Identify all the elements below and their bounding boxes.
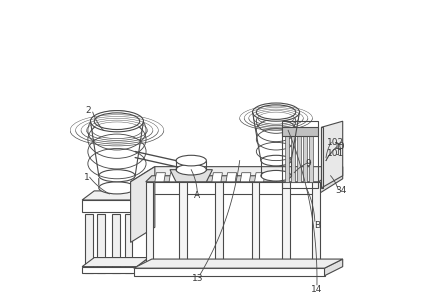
Ellipse shape [99,182,135,194]
Polygon shape [198,173,208,182]
Bar [297,127,301,182]
Polygon shape [240,173,251,182]
Text: 13: 13 [191,274,203,283]
Polygon shape [82,200,136,212]
Ellipse shape [176,164,206,175]
Ellipse shape [99,170,135,182]
Polygon shape [169,173,180,182]
Text: 10: 10 [334,142,346,152]
Bar [85,214,93,273]
Text: 1: 1 [84,173,89,182]
Polygon shape [212,173,222,182]
Polygon shape [136,191,149,212]
Bar [282,127,319,136]
Polygon shape [215,182,223,273]
Bar [309,127,313,182]
Polygon shape [325,259,343,276]
Text: 34: 34 [335,186,347,195]
Polygon shape [146,176,282,182]
Ellipse shape [176,155,206,166]
Polygon shape [183,173,194,182]
Ellipse shape [253,103,299,121]
Ellipse shape [261,155,291,166]
Bar [322,127,323,188]
Bar [124,214,132,273]
Polygon shape [134,259,343,268]
Polygon shape [226,173,237,182]
Polygon shape [82,258,149,267]
Polygon shape [312,182,320,273]
Bar [322,144,334,152]
Polygon shape [252,182,259,273]
Polygon shape [82,267,136,273]
Polygon shape [155,173,165,182]
Bar [282,121,319,188]
Polygon shape [255,173,265,182]
Bar [97,214,105,273]
Polygon shape [131,167,155,242]
Ellipse shape [90,111,144,132]
Polygon shape [179,182,187,273]
Bar [322,132,334,139]
Bar [291,127,295,182]
Polygon shape [134,268,325,276]
Polygon shape [131,167,343,182]
Text: 102: 102 [326,138,344,147]
Ellipse shape [256,105,296,119]
Ellipse shape [94,113,140,130]
Text: A: A [194,191,200,200]
Text: 9: 9 [305,159,311,168]
Ellipse shape [261,170,291,181]
Text: 14: 14 [311,285,323,294]
Polygon shape [322,121,343,188]
Bar [322,168,334,176]
Polygon shape [170,170,212,182]
Polygon shape [319,167,343,194]
Polygon shape [136,258,149,273]
Text: 101: 101 [326,148,344,158]
Bar [303,127,307,182]
Text: B: B [314,221,320,230]
Polygon shape [131,182,319,194]
Polygon shape [146,182,153,273]
Polygon shape [82,191,149,200]
Polygon shape [282,182,290,273]
Text: 2: 2 [85,106,91,115]
Bar [322,156,334,164]
Bar [113,214,120,273]
Bar [285,127,289,182]
